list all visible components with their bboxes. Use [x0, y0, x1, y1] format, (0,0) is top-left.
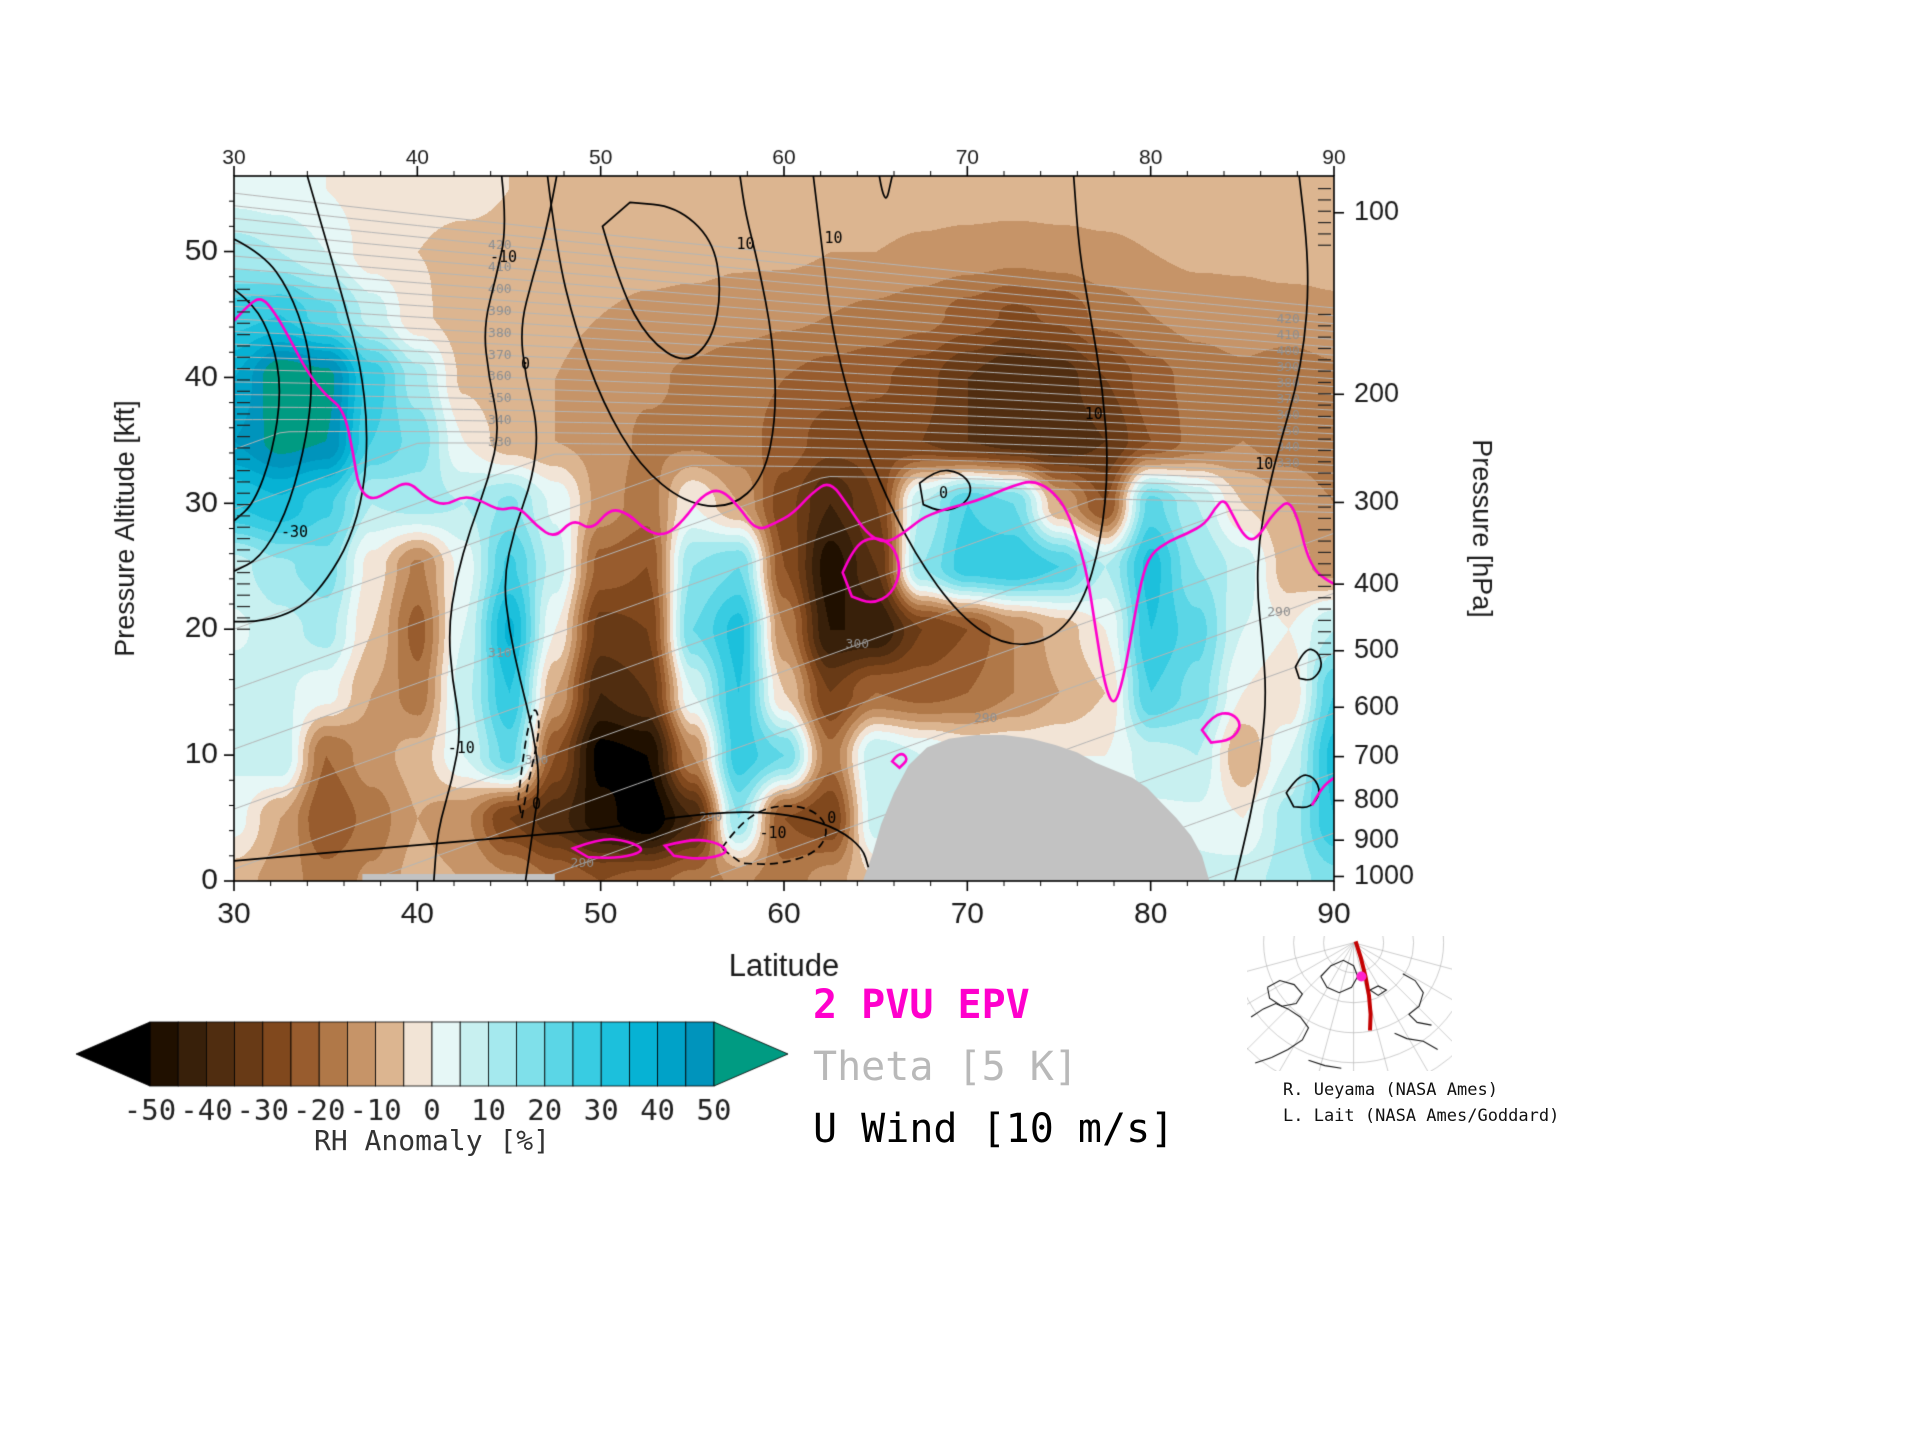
colorbar-caption: RH Anomaly [%] [313, 1124, 550, 1157]
credit-line-1: R. Ueyama (NASA Ames) [1283, 1080, 1498, 1100]
legend-uwind-label: U Wind [10 m/s] [813, 1106, 1175, 1152]
credit-line-2: L. Lait (NASA Ames/Goddard) [1283, 1106, 1560, 1126]
legend-theta-label: Theta [5 K] [813, 1044, 1078, 1090]
legend-epv-label: 2 PVU EPV [813, 982, 1030, 1028]
location-inset-map [1247, 936, 1452, 1071]
